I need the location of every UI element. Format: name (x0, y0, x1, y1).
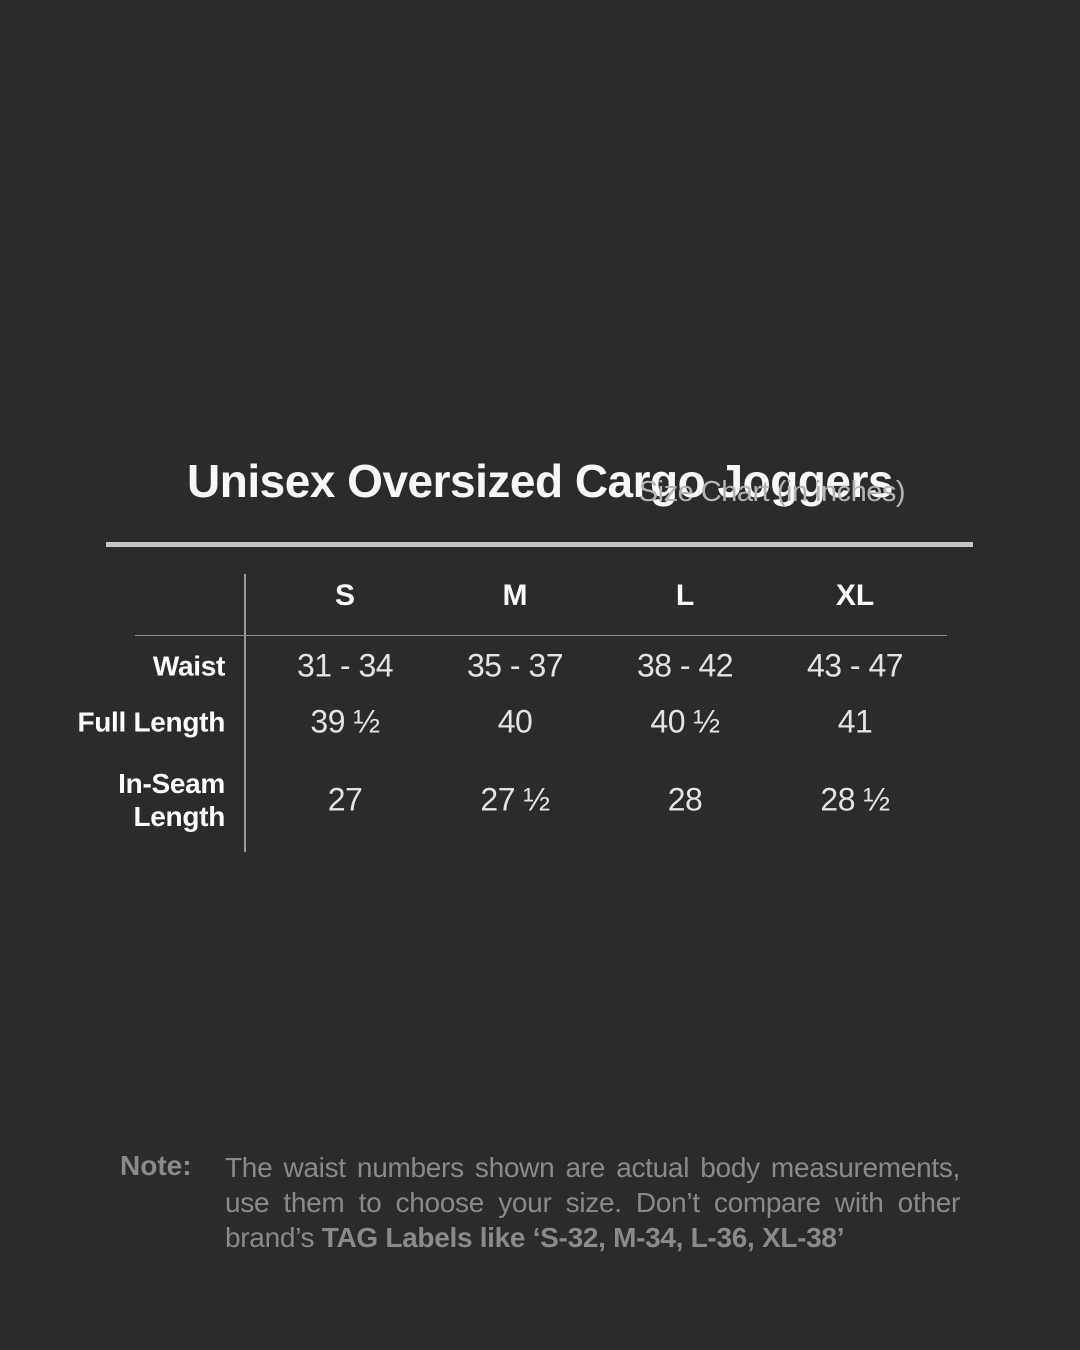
row-values-inseam-length: 27 27 ½ 28 28 ½ (260, 782, 940, 819)
size-header-row: S M L XL (260, 574, 940, 618)
row-values-waist: 31 - 34 35 - 37 38 - 42 43 - 47 (260, 648, 940, 685)
table-cell: 39 ½ (310, 703, 380, 740)
table-header-divider (135, 635, 947, 636)
row-label-line: Full Length (77, 706, 225, 738)
table-cell: 43 - 47 (806, 647, 904, 684)
note-text-regular: The waist numbers shown are actual body … (225, 1152, 960, 1253)
row-label-full-length: Full Length (0, 706, 225, 739)
table-cell: 38 - 42 (636, 647, 734, 684)
table-cell: 40 (497, 703, 533, 740)
table-cell: 35 - 37 (466, 647, 564, 684)
table-column-divider (244, 574, 246, 852)
table-cell: 27 ½ (480, 781, 550, 818)
table-cell: 27 (327, 781, 363, 818)
row-label-line: Waist (152, 650, 225, 682)
table-row-full-length: Full Length 39 ½ 40 40 ½ 41 (0, 692, 1080, 752)
note-label: Note: (120, 1150, 192, 1181)
table-cell: 28 (667, 781, 703, 818)
row-label-line: Length (133, 801, 225, 832)
size-column-header-xl: XL (835, 579, 875, 612)
product-title: Unisex Oversized Cargo Joggers (187, 454, 893, 507)
table-cell: 31 - 34 (296, 647, 394, 684)
row-label-inseam-length: In-Seam Length (0, 767, 225, 833)
title-divider (106, 542, 973, 547)
row-values-full-length: 39 ½ 40 40 ½ 41 (260, 704, 940, 741)
note-text-bold: TAG Labels like ‘S-32, M-34, L-36, XL-38… (321, 1222, 845, 1253)
size-column-header-l: L (675, 579, 695, 612)
row-label-waist: Waist (0, 650, 225, 683)
size-column-header-s: S (334, 579, 355, 612)
table-row-waist: Waist 31 - 34 35 - 37 38 - 42 43 - 47 (0, 636, 1080, 696)
table-cell: 40 ½ (650, 703, 720, 740)
size-chart-caption: Size Chart (in inches) (638, 476, 906, 508)
row-label-line: In-Seam (118, 768, 225, 799)
table-cell: 41 (837, 703, 873, 740)
table-cell: 28 ½ (820, 781, 890, 818)
table-row-inseam-length: In-Seam Length 27 27 ½ 28 28 ½ (0, 760, 1080, 840)
size-column-header-m: M (502, 579, 528, 612)
note-text: The waist numbers shown are actual body … (225, 1150, 960, 1255)
